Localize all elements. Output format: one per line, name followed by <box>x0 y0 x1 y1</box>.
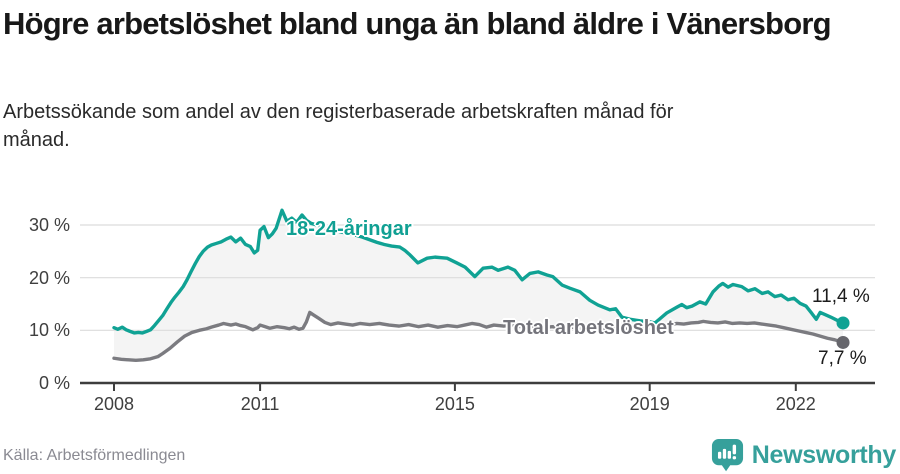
source-note: Källa: Arbetsförmedlingen <box>3 447 186 464</box>
x-axis-tick-label: 2022 <box>775 394 816 414</box>
end-value-label-total: 7,7 % <box>818 348 867 369</box>
brand-name: Newsworthy <box>751 440 897 469</box>
newsworthy-brand-link[interactable]: Newsworthy <box>710 437 896 473</box>
y-axis-tick-label: 0 % <box>38 373 70 393</box>
y-axis-tick-label: 30 % <box>28 214 70 235</box>
x-axis-tick-label: 2019 <box>629 394 670 414</box>
x-axis-tick-label: 2011 <box>240 394 280 414</box>
newsworthy-logo-icon <box>710 437 745 473</box>
x-axis-tick-label: 2008 <box>93 394 135 414</box>
end-dot-total <box>836 335 850 349</box>
end-dot-young <box>836 316 850 330</box>
chart-canvas <box>80 208 875 391</box>
series-label-total: Total arbetslöshet <box>503 317 674 339</box>
chart-subtitle: Arbetssökande som andel av den registerb… <box>3 101 674 151</box>
series-label-young: 18-24-åringar <box>286 218 412 240</box>
line-series-total <box>112 310 845 363</box>
band-between-series <box>114 210 844 361</box>
line-series-young <box>112 208 845 335</box>
x-axis-tick-label: 2015 <box>434 394 475 414</box>
y-axis-tick-label: 20 % <box>28 267 70 288</box>
page-title: Högre arbetslöshet bland unga än bland ä… <box>3 6 832 41</box>
end-value-label-young: 11,4 % <box>812 286 870 307</box>
y-axis-tick-label: 10 % <box>28 320 70 341</box>
